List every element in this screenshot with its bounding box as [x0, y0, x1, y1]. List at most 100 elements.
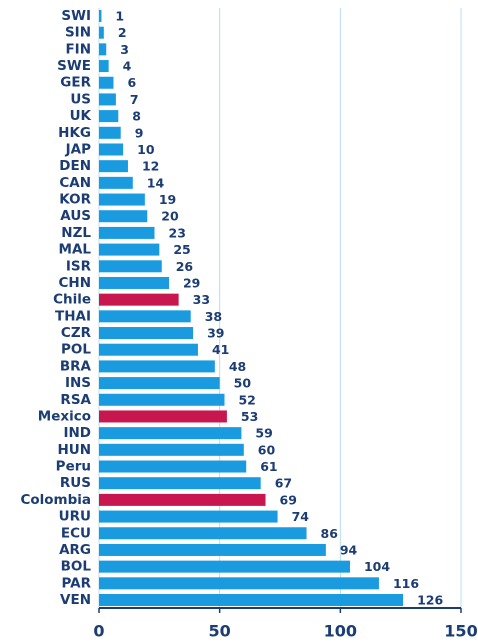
bar	[99, 293, 179, 306]
category-label: PAR	[62, 575, 92, 591]
bar	[99, 360, 215, 373]
category-label: JAP	[65, 141, 91, 157]
bar	[99, 510, 278, 523]
value-label: 6	[127, 75, 136, 90]
value-label: 86	[321, 526, 339, 541]
value-label: 29	[183, 275, 200, 290]
bar	[99, 110, 119, 123]
category-label: CHN	[58, 275, 91, 291]
bar	[99, 377, 220, 390]
x-tick-label: 150	[444, 622, 477, 641]
value-label: 52	[238, 392, 255, 407]
bar	[99, 460, 247, 473]
value-label: 23	[169, 225, 186, 240]
bar	[99, 260, 162, 273]
category-label: IND	[63, 425, 91, 441]
category-label: VEN	[60, 592, 91, 608]
value-label: 14	[147, 175, 165, 190]
bar	[99, 493, 266, 506]
value-label: 116	[393, 576, 419, 591]
category-label: CAN	[59, 175, 91, 191]
category-label: POL	[61, 342, 91, 358]
category-label: Peru	[56, 459, 91, 475]
value-label: 25	[173, 242, 190, 257]
value-label: 41	[212, 342, 229, 357]
category-label: SIN	[65, 25, 91, 41]
x-tick-label: 0	[93, 622, 104, 641]
bar	[99, 160, 128, 173]
value-label: 8	[132, 109, 141, 124]
bar	[99, 76, 114, 89]
bar	[99, 93, 116, 106]
bar	[99, 577, 379, 590]
value-label: 53	[241, 409, 258, 424]
category-label: DEN	[59, 158, 91, 174]
category-label: CZR	[61, 325, 92, 341]
value-label: 74	[292, 509, 310, 524]
category-label: Chile	[53, 292, 91, 308]
category-label: BRA	[60, 358, 92, 374]
category-label: ISR	[66, 258, 92, 274]
value-label: 26	[176, 259, 194, 274]
value-label: 94	[340, 542, 358, 557]
category-label: RUS	[60, 475, 91, 491]
value-label: 104	[364, 559, 390, 574]
category-label: HKG	[58, 125, 91, 141]
bar	[99, 327, 194, 340]
value-label: 61	[260, 459, 277, 474]
bar	[99, 176, 133, 189]
bar	[99, 43, 107, 56]
category-label: SWE	[57, 58, 91, 74]
value-label: 126	[417, 593, 443, 608]
category-label: RSA	[60, 392, 91, 408]
bar	[99, 10, 102, 22]
bar	[99, 276, 169, 289]
value-label: 4	[123, 59, 132, 74]
bar	[99, 60, 109, 73]
value-label: 69	[280, 492, 297, 507]
value-label: 9	[135, 125, 144, 140]
value-label: 3	[120, 42, 129, 57]
bar	[99, 343, 198, 356]
category-label: NZL	[61, 225, 91, 241]
bar	[99, 477, 261, 490]
value-label: 60	[258, 442, 276, 457]
bar	[99, 26, 104, 39]
category-label: BOL	[61, 559, 92, 575]
bar	[99, 410, 227, 423]
category-label: AUS	[60, 208, 91, 224]
bar	[99, 210, 148, 223]
value-label: 50	[234, 376, 252, 391]
bar	[99, 243, 160, 256]
value-label: 39	[207, 326, 224, 341]
category-label: HUN	[57, 442, 91, 458]
x-tick-label: 50	[209, 622, 231, 641]
value-label: 12	[142, 159, 159, 174]
category-label: ECU	[61, 525, 91, 541]
bar	[99, 126, 121, 139]
value-label: 19	[159, 192, 176, 207]
category-label: ARG	[59, 542, 91, 558]
bar	[99, 543, 326, 556]
category-label: Mexico	[38, 408, 91, 424]
category-label: UK	[70, 108, 92, 124]
value-label: 10	[137, 142, 155, 157]
category-label: MAL	[59, 242, 92, 258]
category-label: GER	[60, 75, 91, 91]
category-label: KOR	[59, 192, 91, 208]
value-label: 48	[229, 359, 246, 374]
value-label: 59	[255, 426, 272, 441]
x-tick-label: 100	[324, 622, 357, 641]
bar	[99, 560, 350, 573]
category-label: Colombia	[20, 492, 91, 508]
category-label: INS	[65, 375, 91, 391]
value-label: 67	[275, 476, 292, 491]
bar	[99, 393, 225, 406]
bar	[99, 143, 124, 156]
bar	[99, 427, 242, 440]
value-label: 1	[115, 9, 124, 24]
bar	[99, 443, 244, 456]
value-label: 38	[205, 309, 222, 324]
bar	[99, 226, 155, 239]
